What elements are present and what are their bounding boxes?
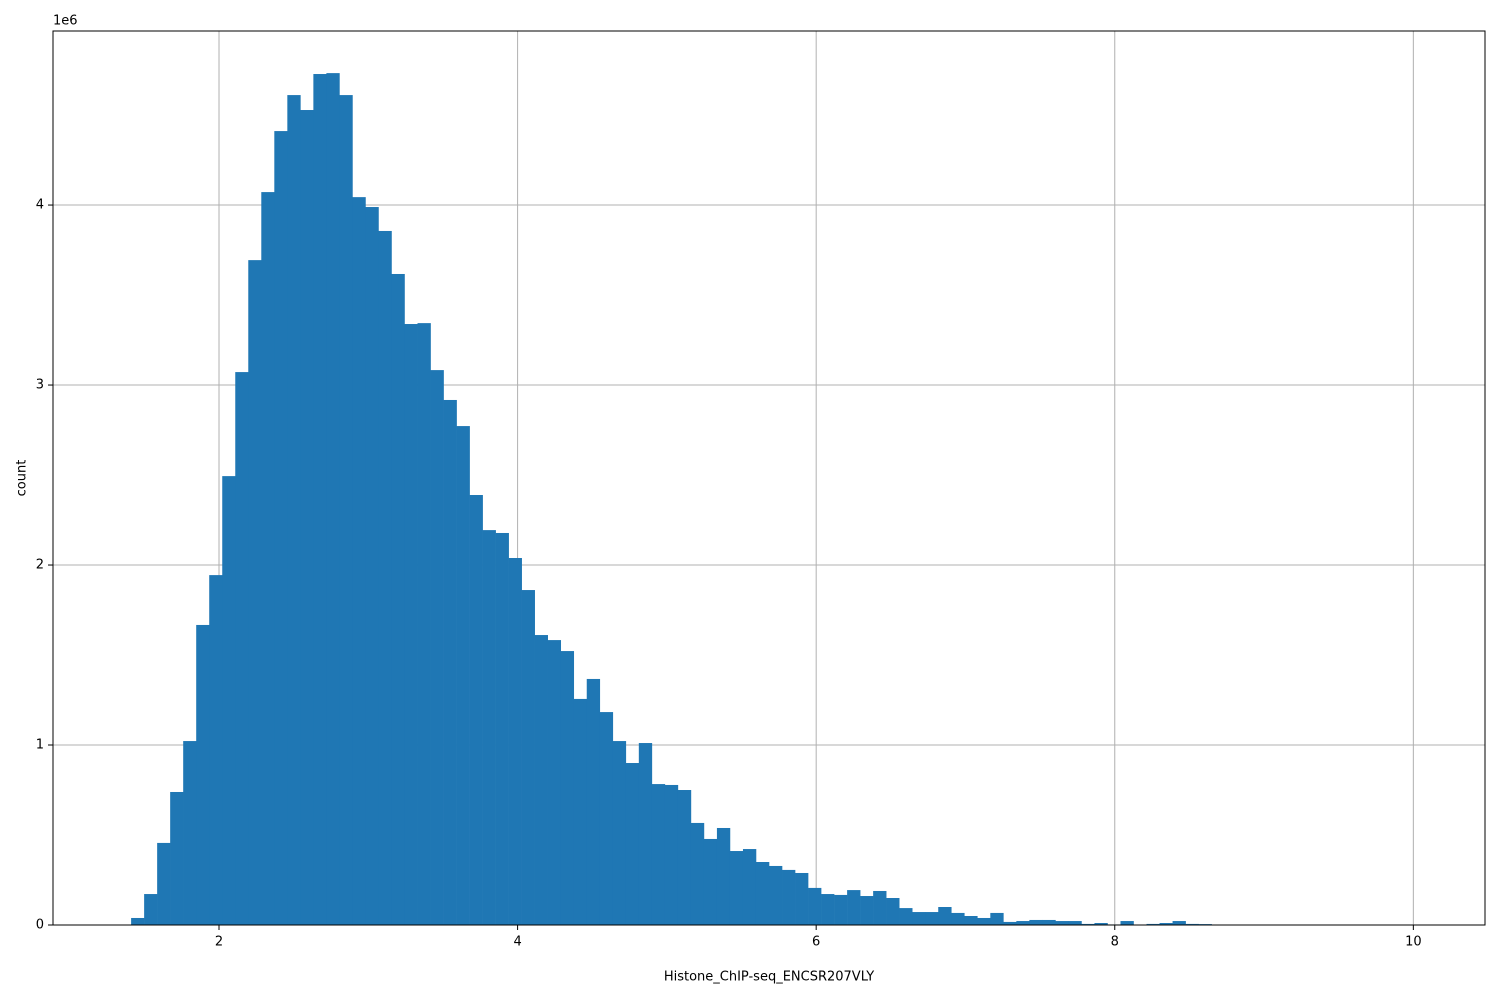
histogram-bar — [847, 890, 861, 925]
histogram-bar — [547, 640, 562, 925]
histogram-bar — [951, 912, 965, 925]
histogram-bar — [365, 207, 379, 925]
histogram-bar — [599, 712, 614, 925]
bars — [118, 73, 1421, 926]
histogram-bar — [651, 784, 666, 925]
histogram-bar — [821, 894, 835, 925]
y-tick-label: 4 — [36, 198, 44, 213]
histogram-bar — [560, 651, 575, 925]
histogram-bar — [508, 558, 522, 925]
histogram-bar — [664, 784, 679, 925]
histogram-bar — [886, 898, 900, 925]
histogram-bar — [703, 838, 718, 925]
histogram-bar — [1185, 923, 1199, 925]
histogram-bar — [1016, 921, 1030, 925]
histogram-bar — [625, 763, 640, 925]
histogram-bar — [430, 370, 444, 925]
histogram-bar — [795, 872, 809, 925]
histogram-bar — [1120, 921, 1134, 925]
histogram-bar — [235, 372, 249, 925]
histogram-bar — [1068, 921, 1082, 925]
histogram-bar — [534, 635, 548, 925]
y-tick-label: 1 — [36, 738, 44, 753]
histogram-bar — [209, 575, 223, 925]
histogram-bar — [183, 741, 197, 925]
histogram-bar — [729, 851, 744, 925]
histogram-bar — [248, 260, 262, 925]
histogram-bar — [274, 131, 288, 925]
histogram-bar — [1094, 923, 1108, 925]
histogram-bar — [1029, 919, 1043, 925]
histogram-bar — [716, 827, 731, 925]
histogram-bar — [261, 192, 275, 926]
histogram-bar — [755, 862, 770, 925]
histogram-bar — [899, 908, 913, 925]
histogram-bar — [677, 790, 692, 925]
histogram-bar — [690, 822, 705, 925]
histogram-bar — [742, 849, 757, 925]
histogram-bar — [1055, 921, 1069, 925]
histogram-bar — [834, 894, 848, 925]
histogram-bar — [873, 890, 887, 925]
histogram-bar — [170, 791, 184, 925]
x-axis-label: Histone_ChIP-seq_ENCSR207VLY — [664, 970, 874, 985]
histogram-bar — [157, 842, 171, 925]
x-tick-label: 2 — [215, 935, 223, 950]
x-tick-label: 8 — [1111, 935, 1119, 950]
histogram-bar — [586, 678, 601, 925]
y-axis-label: count — [15, 460, 30, 497]
histogram-bar — [196, 624, 210, 925]
histogram-bar — [456, 426, 470, 925]
histogram-bar — [990, 912, 1004, 925]
histogram-bar — [417, 323, 431, 926]
y-tick-label: 3 — [36, 378, 44, 393]
histogram-bar — [964, 916, 978, 925]
histogram-bar — [912, 912, 926, 925]
histogram-bar — [612, 741, 627, 925]
histogram-bar — [1042, 919, 1056, 925]
histogram-bar — [573, 698, 588, 925]
histogram-bar — [1003, 921, 1017, 925]
axes-frame — [52, 30, 1486, 926]
histogram-bar — [860, 896, 874, 925]
histogram-bar — [782, 869, 796, 925]
histogram-bar — [391, 273, 405, 925]
x-tick-label: 6 — [812, 935, 820, 950]
histogram-bar — [1159, 923, 1173, 925]
histogram-bar — [313, 74, 327, 926]
y-offset-label: 1e6 — [53, 14, 78, 29]
histogram-bar — [144, 894, 158, 925]
histogram-bar — [287, 95, 301, 926]
x-tick-label: 10 — [1405, 935, 1422, 950]
histogram-bar — [977, 917, 991, 925]
histogram-bar — [521, 590, 535, 925]
histogram-bar — [482, 530, 496, 925]
histogram-bar — [300, 110, 314, 925]
y-tick-label: 0 — [36, 918, 44, 933]
histogram-bar — [339, 95, 353, 926]
histogram-bar — [808, 887, 822, 925]
histogram-bar — [352, 197, 366, 925]
histogram-bar — [404, 324, 418, 925]
histogram-bar — [1146, 923, 1160, 925]
histogram-bar — [938, 907, 952, 925]
x-tick-label: 4 — [513, 935, 521, 950]
histogram-bar — [443, 399, 457, 926]
histogram-bar — [495, 532, 509, 925]
histogram-bar — [378, 230, 392, 926]
y-tick-label: 2 — [36, 558, 44, 573]
histogram-bar — [769, 865, 783, 925]
histogram-bar — [638, 743, 653, 925]
histogram-bar — [1081, 923, 1095, 925]
histogram-bar — [131, 917, 145, 925]
histogram-bar — [469, 495, 483, 925]
histogram-bar — [222, 476, 236, 925]
histogram-bar — [1172, 921, 1186, 925]
histogram-bar — [925, 912, 939, 925]
histogram-bar — [326, 73, 340, 925]
